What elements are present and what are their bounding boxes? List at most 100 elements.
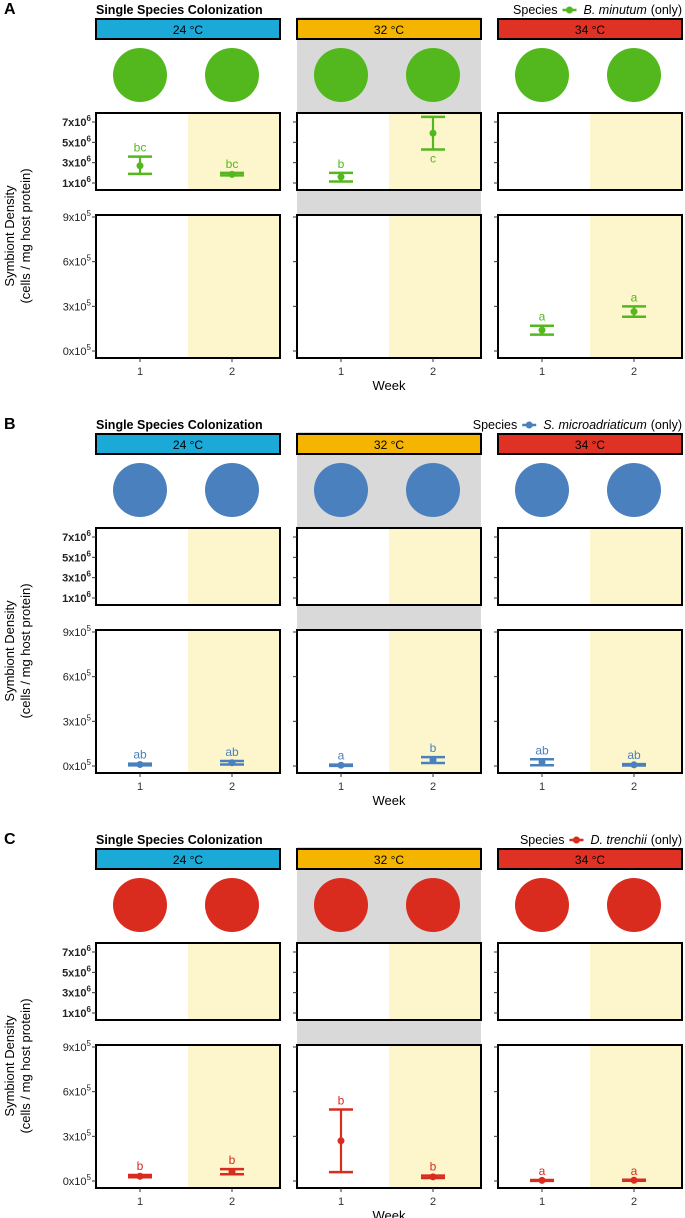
x-tick-label: 1	[539, 781, 545, 793]
data-point	[337, 1137, 345, 1145]
x-tick-label: 1	[137, 781, 143, 793]
y-tick-label: 3x106	[62, 155, 91, 170]
significance-letter: b	[229, 1153, 236, 1167]
x-tick-label: 1	[539, 1196, 545, 1208]
temp-strip-3	[497, 848, 683, 870]
upper-panel-frame	[296, 527, 482, 606]
x-tick-label: 1	[338, 781, 344, 793]
species-circle	[113, 463, 167, 517]
week2-band	[389, 630, 481, 773]
lower-panel-frame	[95, 629, 281, 774]
significance-letter: ab	[535, 743, 549, 757]
species-circle	[314, 878, 368, 932]
temp-label: 24 °C	[173, 438, 203, 452]
legend-species-label: Species	[513, 3, 557, 17]
x-tick-label: 1	[338, 366, 344, 378]
data-point	[538, 1176, 546, 1184]
data-point	[630, 761, 638, 769]
panel-A: A Single Species Colonization (only) B. min…	[2, 1, 683, 393]
y-tick-label: 5x106	[62, 134, 91, 149]
x-tick-label: 1	[539, 366, 545, 378]
week2-band	[590, 630, 682, 773]
temp-strip-2	[296, 848, 482, 870]
x-tick-label: 1	[338, 1196, 344, 1208]
panel-B: B Single Species Colonization (only) S. mic…	[2, 416, 683, 808]
species-circle	[205, 878, 259, 932]
y-tick-label: 3x105	[63, 1128, 92, 1143]
data-point	[228, 759, 236, 767]
lower-panel-frame	[296, 1044, 482, 1189]
data-point	[136, 162, 144, 170]
upper-panel-frame	[296, 942, 482, 1021]
species-circle	[113, 48, 167, 102]
species-circle	[515, 463, 569, 517]
x-tick-label: 1	[137, 1196, 143, 1208]
y-tick-label: 6x105	[63, 669, 92, 684]
upper-panel-frame	[497, 942, 683, 1021]
lower-panel-frame	[296, 629, 482, 774]
temp-strip-1	[95, 18, 281, 40]
species-circle	[515, 48, 569, 102]
data-point	[429, 129, 437, 137]
temp-label: 32 °C	[374, 23, 404, 37]
species-circle	[406, 48, 460, 102]
y-axis-title: Symbiont Density (cells / mg host protein…	[2, 583, 33, 718]
week2-band	[188, 943, 280, 1020]
week2-band	[389, 528, 481, 605]
y-tick-label: 9x105	[63, 1039, 92, 1054]
y-label-line2: (cells / mg host protein)	[18, 998, 33, 1133]
data-point	[429, 756, 437, 764]
y-label-line2: (cells / mg host protein)	[18, 583, 33, 718]
temp-strip-2	[296, 18, 482, 40]
temp-label: 32 °C	[374, 438, 404, 452]
data-point	[538, 758, 546, 766]
significance-letter: b	[137, 1159, 144, 1173]
significance-letter: ab	[225, 745, 239, 759]
y-label-line1: Symbiont Density	[2, 600, 17, 702]
species-circle	[113, 878, 167, 932]
legend-key-point	[572, 836, 580, 844]
colonization-title: Single Species Colonization	[96, 418, 263, 432]
temp-label: 32 °C	[374, 853, 404, 867]
species-circle	[406, 878, 460, 932]
temp-label: 34 °C	[575, 23, 605, 37]
y-tick-label: 5x106	[62, 549, 91, 564]
legend: (only) B. minutum Species	[513, 3, 682, 17]
y-tick-label: 1x106	[62, 590, 91, 605]
upper-panel-frame	[95, 527, 281, 606]
species-circle	[607, 48, 661, 102]
significance-letter: a	[631, 290, 638, 304]
significance-letter: b	[338, 157, 345, 171]
x-axis-title: Week	[373, 378, 406, 393]
y-axis-title: Symbiont Density (cells / mg host protein…	[2, 998, 33, 1133]
species-circle	[205, 463, 259, 517]
data-point	[337, 173, 345, 181]
significance-letter: b	[338, 1094, 345, 1108]
temp-label: 24 °C	[173, 23, 203, 37]
data-point	[538, 326, 546, 334]
significance-letter: ab	[627, 748, 641, 762]
y-label-line1: Symbiont Density	[2, 185, 17, 287]
y-tick-label: 3x106	[62, 985, 91, 1000]
temp-strip-1	[95, 848, 281, 870]
y-tick-label: 3x106	[62, 570, 91, 585]
data-point	[337, 761, 345, 769]
upper-panel-frame	[95, 112, 281, 191]
significance-letter: c	[430, 151, 436, 165]
significance-letter: a	[338, 749, 345, 763]
temp-strip-3	[497, 18, 683, 40]
lower-panel-frame	[95, 214, 281, 359]
significance-letter: b	[430, 1160, 437, 1174]
species-circle	[205, 48, 259, 102]
legend-only-suffix: (only)	[651, 418, 682, 432]
week2-band	[188, 528, 280, 605]
x-tick-label: 2	[229, 1196, 235, 1208]
x-tick-label: 2	[631, 781, 637, 793]
week2-band	[590, 528, 682, 605]
y-tick-label: 6x105	[63, 1084, 92, 1099]
significance-letter: bc	[226, 157, 239, 171]
legend-species-label: Species	[473, 418, 517, 432]
x-tick-label: 2	[229, 781, 235, 793]
legend-only-suffix: (only)	[651, 3, 682, 17]
